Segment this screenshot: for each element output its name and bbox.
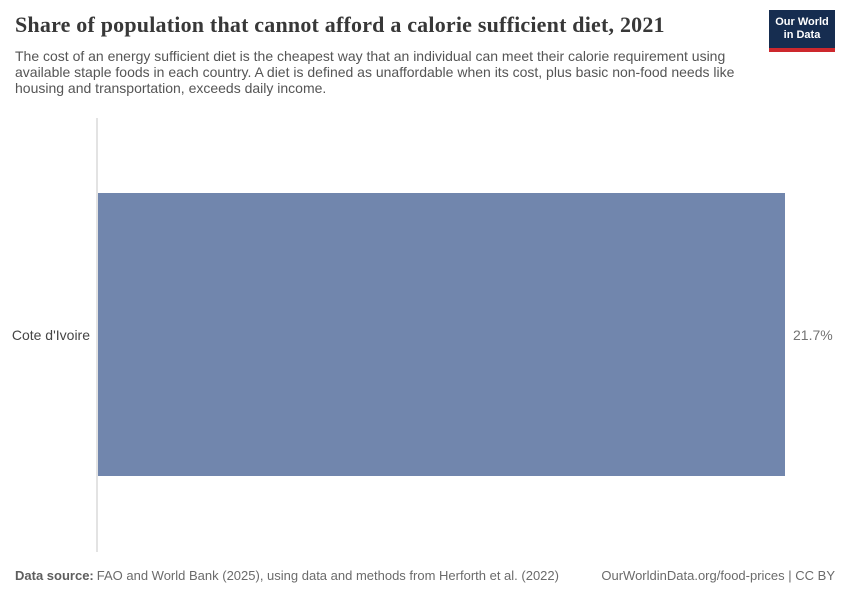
chart-title: Share of population that cannot afford a… [15,12,665,37]
entity-label: Cote d'Ivoire [11,326,90,343]
owid-logo[interactable]: Our World in Data [769,10,835,52]
owid-logo-line2: in Data [783,29,821,41]
value-label: 21.7% [793,326,833,343]
data-source-label: Data source: [15,568,94,583]
data-source-text: FAO and World Bank (2025), using data an… [96,568,559,583]
bar-cote-divoire[interactable] [98,193,785,476]
data-source: Data source: FAO and World Bank (2025), u… [15,568,559,583]
chart-subtitle: The cost of an energy sufficient diet is… [15,48,735,96]
y-axis-line [96,118,98,552]
footer-link[interactable]: OurWorldinData.org/food-prices | CC BY [601,568,835,583]
owid-logo-line1: Our World [775,16,829,28]
